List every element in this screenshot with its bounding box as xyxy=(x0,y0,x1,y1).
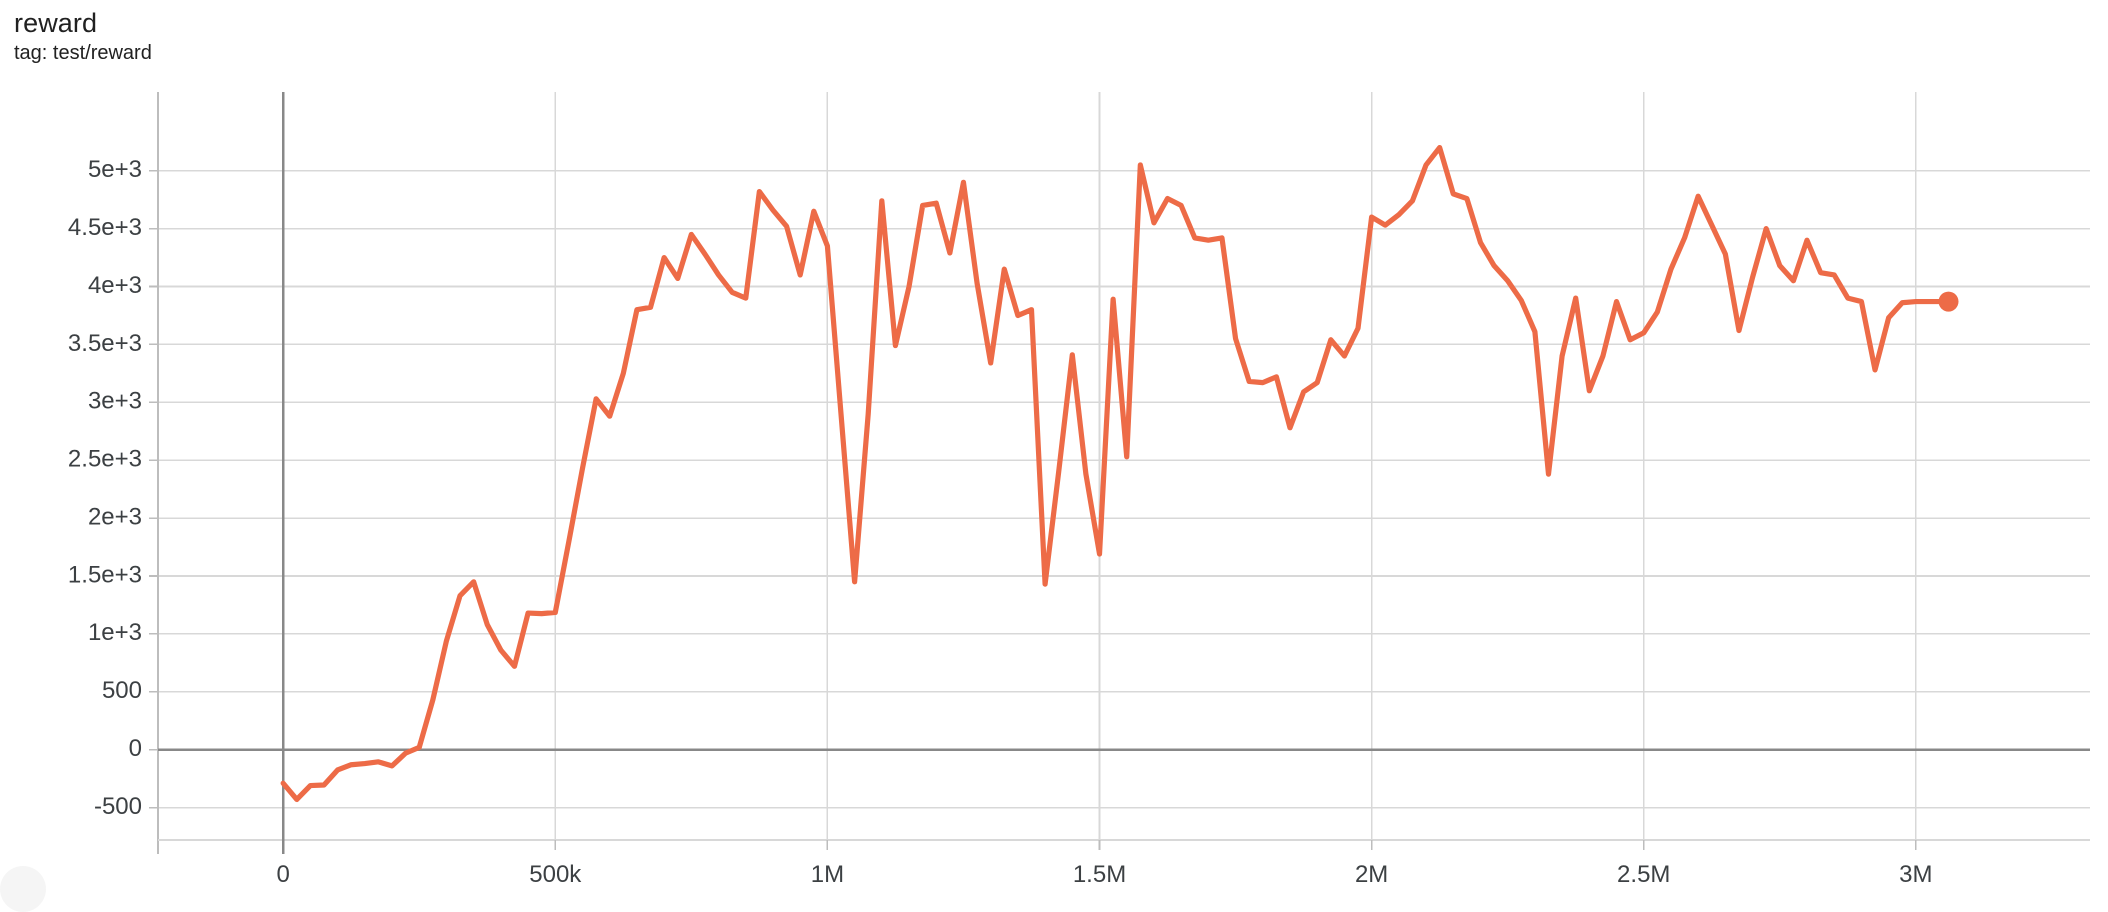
y-tick-label: 1.5e+3 xyxy=(68,561,142,588)
axis-spines-group xyxy=(157,92,2090,854)
chart-tag-subtitle: tag: test/reward xyxy=(14,42,152,64)
y-axis-labels-group: 5e+3 4.5e+3 4e+3 3.5e+3 3e+3 2.5e+3 2e+3 1.5e+3… xyxy=(68,156,142,820)
y-tick-label: 4e+3 xyxy=(88,272,142,299)
plot-area[interactable]: 5e+3 4.5e+3 4e+3 3.5e+3 3e+3 2.5e+3 2e+3 1.5e+3… xyxy=(0,80,2108,900)
x-tick-label: 0 xyxy=(276,861,289,888)
x-tick-label: 1M xyxy=(811,861,844,888)
y-tick-label: 500 xyxy=(102,677,142,704)
zero-reference-lines xyxy=(158,92,2090,854)
gridlines-group xyxy=(158,92,2090,840)
reward-line-chart[interactable]: 5e+3 4.5e+3 4e+3 3.5e+3 3e+3 2.5e+3 2e+3 1.5e+3… xyxy=(0,80,2108,900)
reward-series-line[interactable] xyxy=(280,144,1952,803)
x-tick-label: 3M xyxy=(1899,861,1932,888)
y-tick-label: -500 xyxy=(94,793,142,820)
x-axis-labels-group: 0 500k 1M 1.5M 2M 2.5M 3M xyxy=(276,861,1932,888)
y-tick-label: 3.5e+3 xyxy=(68,330,142,357)
y-tick-label: 2e+3 xyxy=(88,503,142,530)
y-tick-label: 5e+3 xyxy=(88,156,142,183)
tick-marks-group xyxy=(149,169,1917,850)
y-tick-label: 2.5e+3 xyxy=(68,446,142,473)
x-tick-label: 500k xyxy=(529,861,582,888)
y-tick-label: 4.5e+3 xyxy=(68,214,142,241)
x-tick-label: 2.5M xyxy=(1617,861,1670,888)
series-group[interactable] xyxy=(280,144,1959,803)
y-tick-label: 1e+3 xyxy=(88,619,142,646)
y-tick-label: 3e+3 xyxy=(88,388,142,415)
x-tick-label: 2M xyxy=(1355,861,1388,888)
chart-title: reward xyxy=(14,8,98,38)
series-end-marker[interactable] xyxy=(1938,291,1959,312)
x-tick-label: 1.5M xyxy=(1073,861,1126,888)
y-tick-label: 0 xyxy=(129,735,142,762)
corner-decoration xyxy=(0,866,46,912)
